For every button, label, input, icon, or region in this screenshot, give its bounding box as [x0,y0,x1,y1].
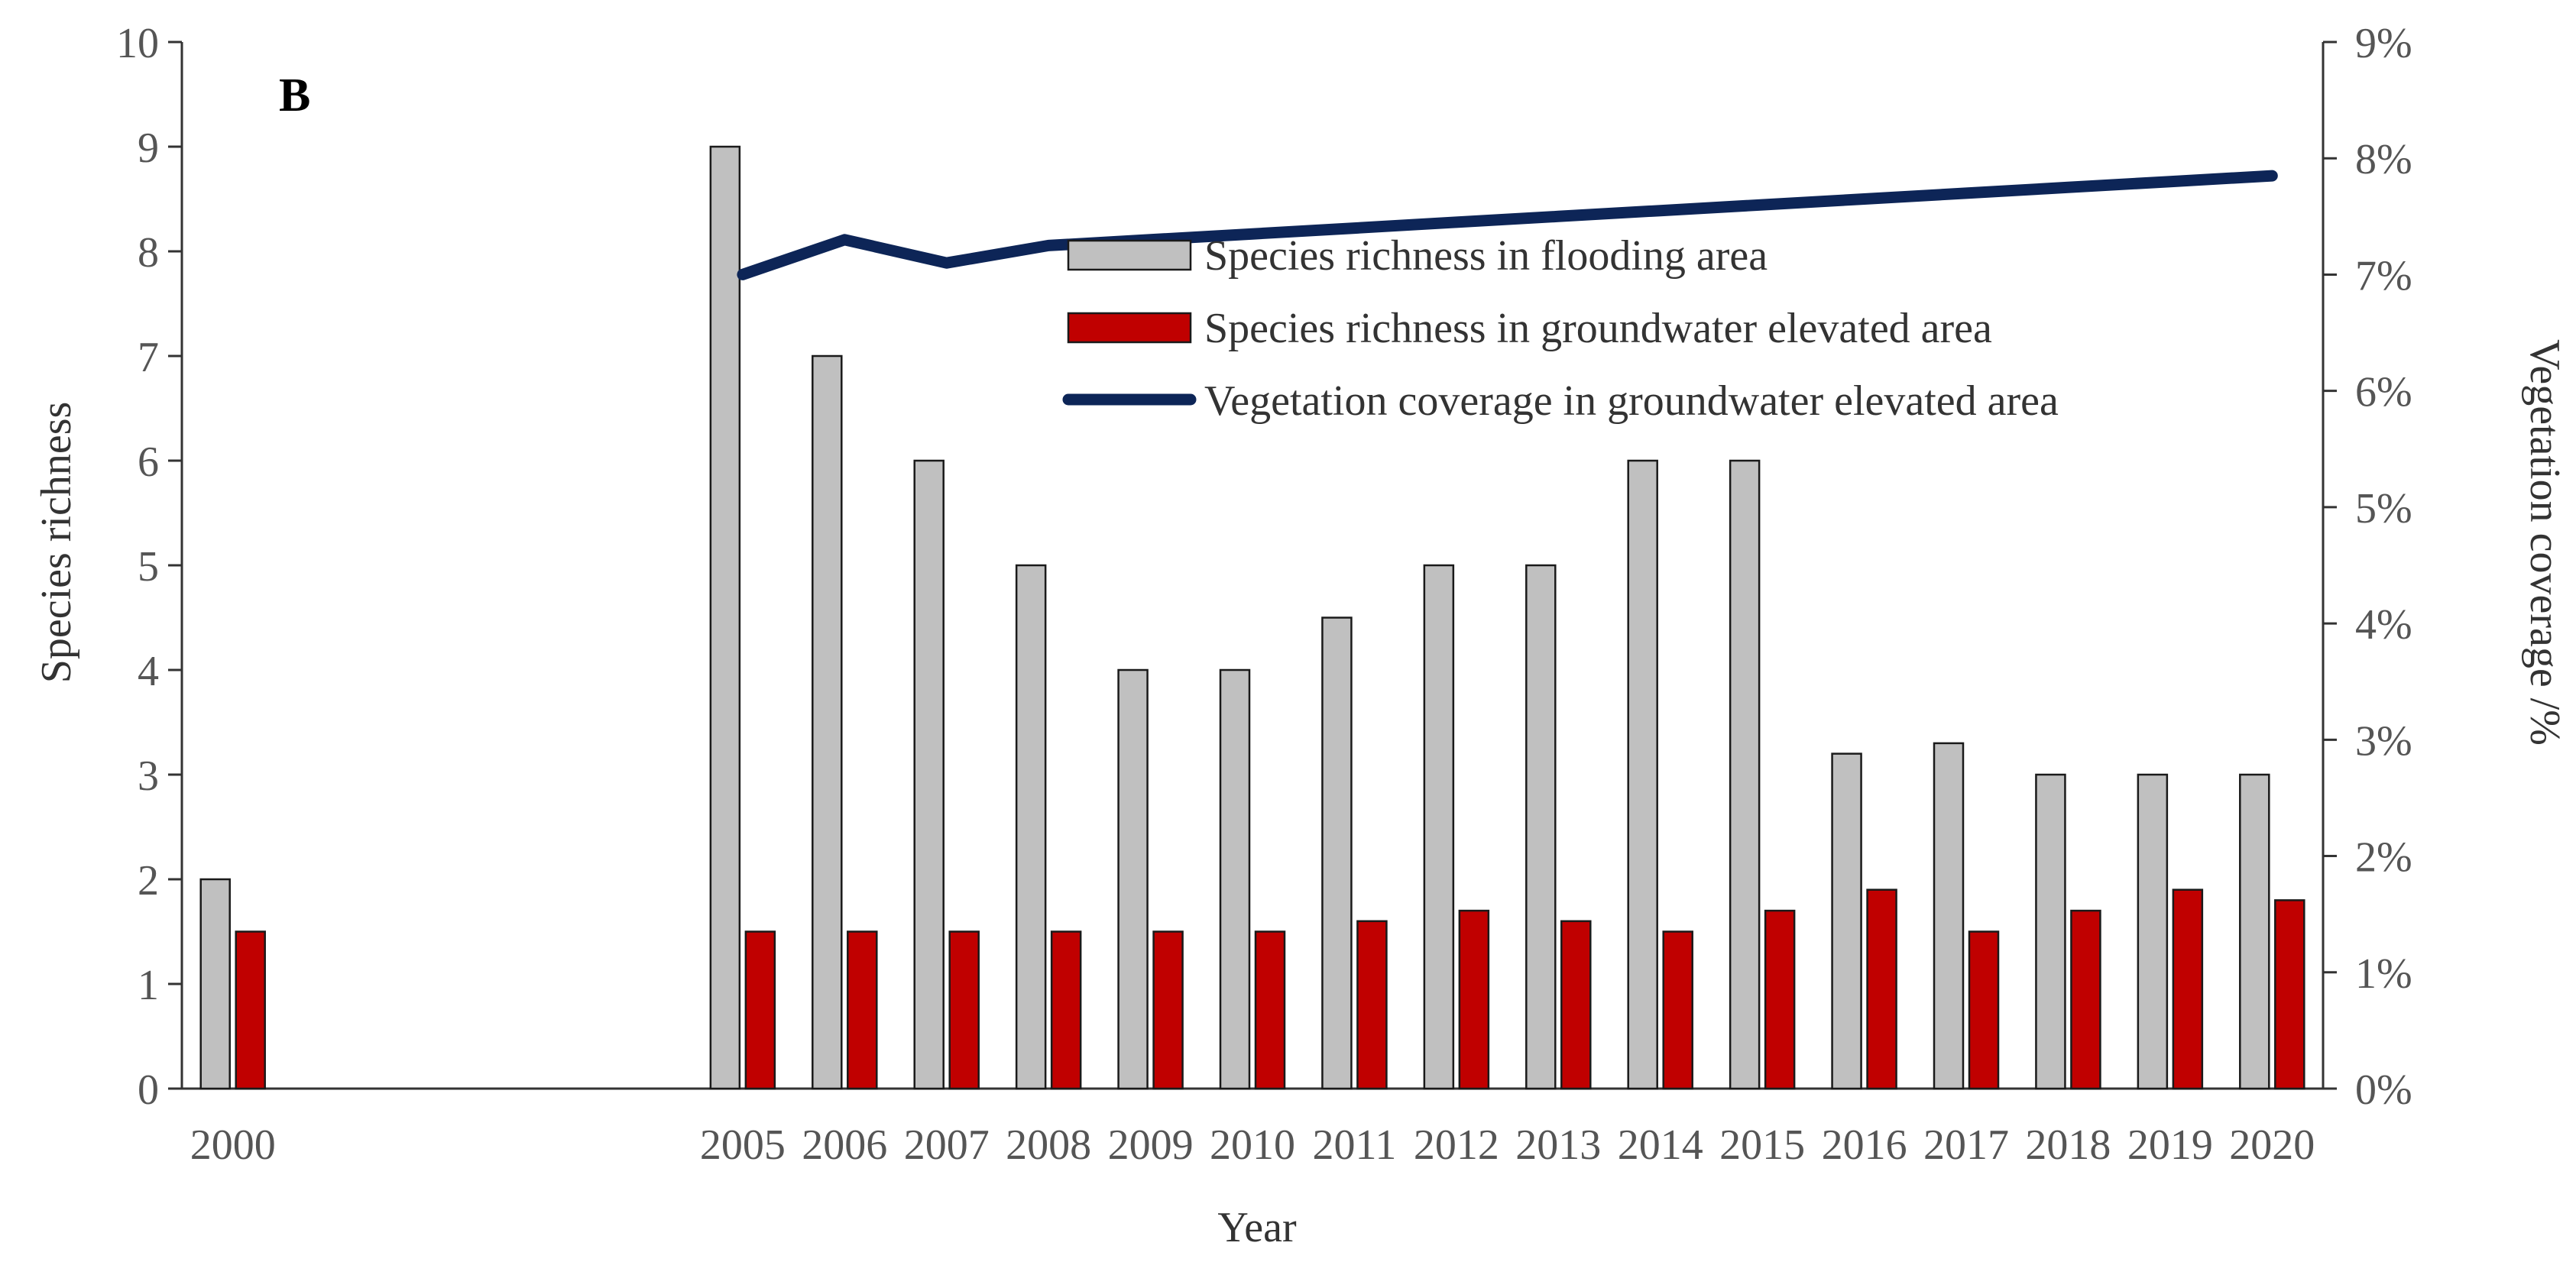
coverage-line [737,170,2278,280]
left-tick-label: 3 [138,752,159,800]
line-vegetation-coverage [737,170,2278,280]
x-tick-label: 2019 [2127,1121,2213,1169]
x-tick-label: 2011 [1312,1121,1396,1169]
bar-flooding [709,145,741,1090]
axes: 0 1 2 3 4 5 6 7 8 9 10 0% 1% 2% 3% 4% 5% 6% 7% 8% 9% 2000 2005… [116,20,2412,1169]
x-tick-label: 2020 [2229,1121,2315,1169]
x-tick-label: 2005 [700,1121,786,1169]
x-tick-label: 2006 [802,1121,887,1169]
bar-groundwater [1764,909,1796,1090]
bar-groundwater [1152,930,1184,1090]
bar-groundwater [1968,930,2000,1090]
legend-swatch-groundwater [1067,312,1192,344]
left-tick-label: 7 [138,334,159,381]
bar-groundwater [1662,930,1693,1090]
right-tick-label: 1% [2355,950,2412,998]
x-axis-title: Year [1217,1204,1297,1251]
right-tick-label: 4% [2355,601,2412,649]
bar-groundwater [744,930,776,1090]
x-tick-label: 2009 [1108,1121,1194,1169]
legend-label-coverage: Vegetation coverage in groundwater eleva… [1204,377,2059,425]
right-tick-label: 3% [2355,717,2412,765]
bars [199,145,2305,1090]
x-tick-label: 2015 [1719,1121,1805,1169]
right-tick-label: 8% [2355,136,2412,183]
bar-flooding [1219,668,1251,1090]
x-tick-label: 2012 [1414,1121,1499,1169]
bar-flooding [199,878,231,1090]
x-tick-label: 2010 [1210,1121,1295,1169]
bar-groundwater [847,930,878,1090]
x-tick-label: 2016 [1822,1121,1907,1169]
right-tick-label: 0% [2355,1066,2412,1114]
legend-label-flooding: Species richness in flooding area [1204,232,1768,280]
bar-flooding [1321,616,1353,1090]
bar-flooding [1117,668,1149,1090]
right-tick-label: 2% [2355,834,2412,882]
right-tick-label: 9% [2355,20,2412,67]
left-tick-label: 10 [116,20,159,67]
x-tick-label: 2013 [1515,1121,1601,1169]
bar-flooding [1423,564,1455,1090]
bar-groundwater [948,930,980,1090]
bar-groundwater [235,930,266,1090]
left-tick-label: 1 [138,962,159,1009]
right-axis-title: Vegetation coverage /% [2521,339,2568,746]
bar-flooding [2137,773,2169,1090]
left-tick-label: 9 [138,125,159,172]
x-tick-label: 2007 [904,1121,990,1169]
bar-groundwater [2274,899,2305,1090]
left-tick-label: 4 [138,648,159,695]
left-axis-title: Species richness [33,402,80,684]
left-tick-label: 0 [138,1066,159,1114]
legend-swatch-flooding [1067,239,1192,271]
right-tick-label: 6% [2355,369,2412,416]
right-tick-label: 5% [2355,485,2412,532]
left-tick-label: 5 [138,543,159,591]
bar-flooding [1525,564,1557,1090]
bar-flooding [913,459,945,1090]
bar-groundwater [1560,920,1592,1090]
x-tick-label: 2018 [2025,1121,2111,1169]
labels: B Year Species richness Vegetation cover… [33,70,2568,1251]
bar-groundwater [2172,888,2204,1090]
bar-groundwater [1050,930,1082,1090]
right-tick-label: 7% [2355,252,2412,299]
bar-flooding [2239,773,2270,1090]
bar-flooding [2035,773,2066,1090]
x-tick-label: 2008 [1006,1121,1091,1169]
bar-groundwater [1866,888,1897,1090]
legend: Species richness in flooding area Species… [1062,232,2059,425]
bar-flooding [1627,459,1658,1090]
bar-flooding [1831,752,1862,1090]
x-tick-label: 2017 [1923,1121,2009,1169]
bar-groundwater [1254,930,1286,1090]
bar-flooding [1729,459,1761,1090]
bar-flooding [1933,742,1965,1090]
bar-groundwater [2070,909,2101,1090]
left-tick-label: 6 [138,438,159,486]
left-tick-label: 8 [138,229,159,277]
left-tick-label: 2 [138,857,159,904]
panel-label: B [279,70,310,121]
bar-flooding [1015,564,1047,1090]
x-tick-label: 2000 [190,1121,276,1169]
bar-groundwater [1356,920,1388,1090]
bar-flooding [812,354,843,1090]
bar-groundwater [1458,909,1490,1090]
x-tick-label: 2014 [1618,1121,1703,1169]
legend-label-groundwater: Species richness in groundwater elevated… [1204,305,1992,352]
